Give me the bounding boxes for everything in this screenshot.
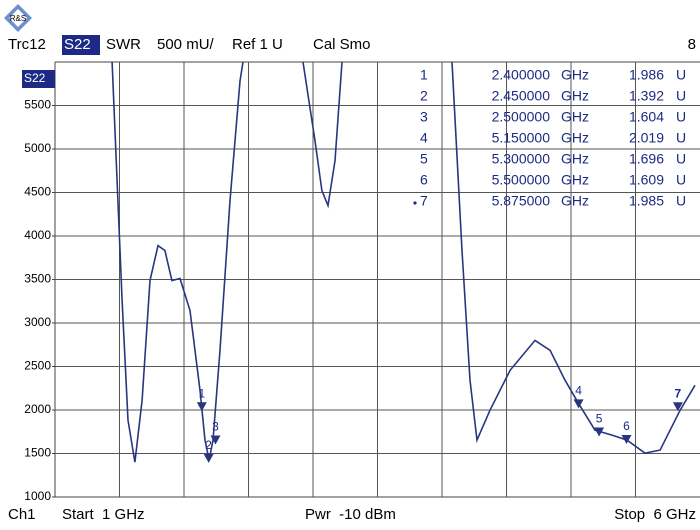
param: S22 [64,36,91,53]
marker-number: 1 [420,67,428,83]
marker-value: 1.696 [629,151,664,167]
marker-frequency: 5.150000 [492,130,551,146]
marker-number: 3 [420,109,428,125]
channel: Ch1 [8,506,36,523]
marker-frequency: 2.500000 [492,109,551,125]
stop: Stop 6 GHz [614,506,696,523]
active-marker-dot [413,201,417,205]
scale: 500 mU/ [157,36,215,53]
trace-number: 8 [688,36,696,53]
marker-value-unit: U [676,172,686,188]
y-tick-label: 3500 [24,272,51,286]
marker-frequency: 5.300000 [492,151,551,167]
marker-triangle [621,435,632,445]
y-tick-label: 5500 [24,98,51,112]
marker-frequency-unit: GHz [561,109,589,125]
marker-label: 4 [575,384,582,398]
marker-frequency: 2.400000 [492,67,551,83]
y-tick-label: 1500 [24,446,51,460]
ref: Ref 1 U [232,36,283,53]
format: SWR [106,36,141,53]
marker-triangle [573,399,584,409]
marker-number: 7 [420,193,428,209]
marker-frequency-unit: GHz [561,193,589,209]
trace-line [111,62,696,463]
marker-value-unit: U [676,193,686,209]
marker-triangle [594,427,605,437]
marker-frequency-unit: GHz [561,151,589,167]
marker-value: 1.609 [629,172,664,188]
marker-value: 1.985 [629,193,664,209]
marker-number: 2 [420,88,428,104]
marker-value: 1.604 [629,109,664,125]
svg-text:R&S: R&S [10,14,26,23]
start: Start 1 GHz [62,506,145,523]
y-tick-label: 2500 [24,359,51,373]
logo: R&S [4,4,32,32]
marker-frequency: 5.875000 [492,193,551,209]
marker-frequency-unit: GHz [561,130,589,146]
marker-frequency: 5.500000 [492,172,551,188]
marker-value: 1.392 [629,88,664,104]
marker-label: 3 [212,420,219,434]
marker-triangle [210,435,221,445]
marker-value-unit: U [676,130,686,146]
marker-frequency-unit: GHz [561,172,589,188]
y-tick-label: 4500 [24,185,51,199]
marker-label: 1 [198,386,205,400]
trace-label: S22 [24,71,46,85]
trace-label-box [22,70,55,88]
marker-number: 5 [420,151,428,167]
marker-number: 4 [420,130,428,146]
marker-triangle [672,402,683,412]
marker-label: 7 [675,386,682,400]
marker-label: 5 [596,412,603,426]
y-tick-label: 1000 [24,489,51,503]
marker-label: 6 [623,419,630,433]
marker-value-unit: U [676,88,686,104]
marker-value-unit: U [676,151,686,167]
marker-label: 2 [205,438,212,452]
marker-frequency: 2.450000 [492,88,551,104]
y-tick-label: 2000 [24,402,51,416]
marker-frequency-unit: GHz [561,88,589,104]
param-box [62,35,100,55]
marker-value: 2.019 [629,130,664,146]
power: Pwr -10 dBm [305,506,396,523]
cal: Cal Smo [313,36,371,53]
y-tick-label: 3000 [24,315,51,329]
marker-triangle [196,402,207,412]
y-tick-label: 5000 [24,141,51,155]
marker-frequency-unit: GHz [561,67,589,83]
marker-number: 6 [420,172,428,188]
y-tick-label: 4000 [24,228,51,242]
marker-value: 1.986 [629,67,664,83]
trace-name: Trc12 [8,36,46,53]
marker-value-unit: U [676,109,686,125]
marker-value-unit: U [676,67,686,83]
marker-triangle [203,453,214,463]
